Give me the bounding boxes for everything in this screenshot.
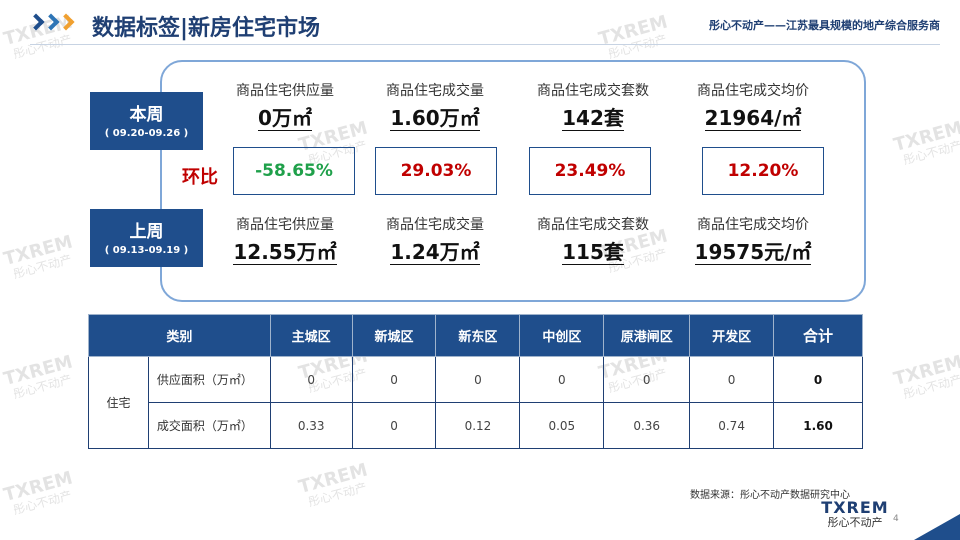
page-title: 数据标签|新房住宅市场: [92, 16, 321, 41]
header-district: 原港闸区: [603, 314, 691, 357]
table-row: 住宅 供应面积（万㎡） 0 0 0 0 0 0 0: [88, 356, 863, 449]
company-logo: TXREM 彤心不动产: [820, 500, 890, 530]
last-week-avg-price: 商品住宅成交均价 19575元/㎡: [694, 217, 812, 265]
table-cell: 0: [351, 356, 437, 403]
chevrons-icon: [27, 13, 75, 31]
tagline: 彤心不动产——江苏最具规模的地产综合服务商: [709, 19, 940, 32]
summary-panel: [160, 60, 866, 302]
watermark: TXREM 彤心不动产: [891, 351, 960, 402]
table-cell: 0.36: [603, 402, 691, 449]
table-cell: 0.05: [519, 402, 605, 449]
table-cell: 0.74: [689, 402, 775, 449]
watermark: TXREM 彤心不动产: [891, 117, 960, 168]
table-row: 成交面积（万㎡） 0.33 0 0.12 0.05 0.36 0.74 1.60: [89, 402, 863, 449]
ratio-label: 环比: [182, 167, 218, 188]
table-cell: 0: [435, 356, 521, 403]
table-cell-total: 1.60: [773, 402, 863, 449]
watermark: TXREM 彤心不动产: [596, 11, 670, 62]
ratio-deal-units: 23.49%: [529, 147, 651, 195]
page-number: 4: [893, 514, 899, 524]
this-week-deal-area: 商品住宅成交量 1.60万㎡: [386, 83, 484, 131]
header-district: 开发区: [689, 314, 775, 357]
title-divider: [30, 44, 940, 45]
corner-decoration: [914, 514, 960, 540]
table-header-row: 类别 主城区 新城区 新东区 中创区 原港闸区 开发区 合计: [88, 314, 863, 357]
table-cell: 0: [519, 356, 605, 403]
table-cell: 0: [269, 356, 353, 403]
data-source: 数据来源：彤心不动产数据研究中心: [690, 490, 850, 501]
header-total: 合计: [773, 314, 863, 357]
this-week-range: ( 09.20-09.26 ): [104, 128, 189, 139]
row-group-label: 住宅: [88, 356, 149, 449]
ratio-avg-price: 12.20%: [702, 147, 824, 195]
ratio-supply: -58.65%: [233, 147, 355, 195]
last-week-deal-area: 商品住宅成交量 1.24万㎡: [386, 217, 484, 265]
last-week-deal-units: 商品住宅成交套数 115套: [537, 217, 649, 265]
this-week-avg-price: 商品住宅成交均价 21964/㎡: [697, 83, 809, 131]
table-cell: 0: [689, 356, 775, 403]
table-cell: 0: [603, 356, 691, 403]
this-week-title: 本周: [129, 105, 164, 125]
header-district: 新城区: [351, 314, 437, 357]
table-cell: 0.12: [435, 402, 521, 449]
this-week-box: 本周 ( 09.20-09.26 ): [90, 92, 203, 150]
watermark: TXREM 彤心不动产: [1, 231, 75, 282]
header-category: 类别: [88, 314, 271, 357]
this-week-supply: 商品住宅供应量 0万㎡: [236, 83, 334, 131]
header-district: 主城区: [269, 314, 353, 357]
watermark: TXREM 彤心不动产: [296, 459, 370, 510]
logo-text: TXREM: [821, 498, 889, 517]
row-label: 供应面积（万㎡）: [147, 356, 271, 403]
last-week-title: 上周: [129, 222, 164, 242]
watermark: TXREM 彤心不动产: [1, 351, 75, 402]
table-cell: 0.33: [269, 402, 353, 449]
last-week-supply: 商品住宅供应量 12.55万㎡: [233, 217, 337, 265]
table-cell: 0: [351, 402, 437, 449]
header-district: 新东区: [435, 314, 521, 357]
ratio-deal-area: 29.03%: [375, 147, 497, 195]
header-district: 中创区: [519, 314, 605, 357]
table-cell-total: 0: [773, 356, 863, 403]
row-label: 成交面积（万㎡）: [147, 402, 271, 449]
this-week-deal-units: 商品住宅成交套数 142套: [537, 83, 649, 131]
last-week-box: 上周 ( 09.13-09.19 ): [90, 209, 203, 267]
logo-subtext: 彤心不动产: [827, 516, 883, 529]
district-table: 类别 主城区 新城区 新东区 中创区 原港闸区 开发区 合计 住宅 供应面积（万…: [88, 314, 863, 449]
watermark: TXREM 彤心不动产: [1, 467, 75, 518]
last-week-range: ( 09.13-09.19 ): [104, 245, 189, 256]
